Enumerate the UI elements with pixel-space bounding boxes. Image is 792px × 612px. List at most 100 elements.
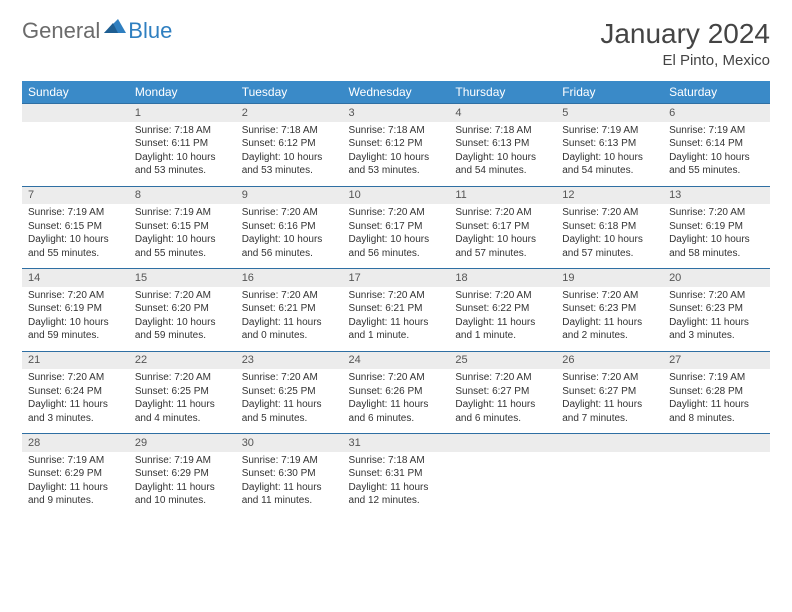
daylight-line: Daylight: 10 hours and 59 minutes. bbox=[28, 316, 123, 343]
day-info-cell: Sunrise: 7:20 AMSunset: 6:25 PMDaylight:… bbox=[236, 369, 343, 434]
sunset-line: Sunset: 6:22 PM bbox=[455, 302, 550, 316]
day-header: Wednesday bbox=[343, 81, 450, 104]
sunrise-line: Sunrise: 7:19 AM bbox=[242, 454, 337, 468]
day-info-cell: Sunrise: 7:19 AMSunset: 6:28 PMDaylight:… bbox=[663, 369, 770, 434]
day-header: Thursday bbox=[449, 81, 556, 104]
sunset-line: Sunset: 6:31 PM bbox=[349, 467, 444, 481]
day-info-cell: Sunrise: 7:19 AMSunset: 6:30 PMDaylight:… bbox=[236, 452, 343, 516]
day-info-cell: Sunrise: 7:19 AMSunset: 6:15 PMDaylight:… bbox=[129, 204, 236, 269]
sunrise-line: Sunrise: 7:20 AM bbox=[349, 371, 444, 385]
calendar-table: SundayMondayTuesdayWednesdayThursdayFrid… bbox=[22, 81, 770, 516]
day-header: Friday bbox=[556, 81, 663, 104]
date-number-cell: 25 bbox=[449, 351, 556, 369]
sunrise-line: Sunrise: 7:18 AM bbox=[349, 454, 444, 468]
date-number-cell: 16 bbox=[236, 269, 343, 287]
daylight-line: Daylight: 10 hours and 56 minutes. bbox=[242, 233, 337, 260]
day-info-cell: Sunrise: 7:20 AMSunset: 6:21 PMDaylight:… bbox=[236, 287, 343, 352]
date-number-cell: 18 bbox=[449, 269, 556, 287]
sunset-line: Sunset: 6:23 PM bbox=[562, 302, 657, 316]
daylight-line: Daylight: 11 hours and 1 minute. bbox=[349, 316, 444, 343]
sunrise-line: Sunrise: 7:19 AM bbox=[562, 124, 657, 138]
day-info-cell: Sunrise: 7:18 AMSunset: 6:12 PMDaylight:… bbox=[236, 122, 343, 187]
sunrise-line: Sunrise: 7:19 AM bbox=[669, 124, 764, 138]
daylight-line: Daylight: 11 hours and 1 minute. bbox=[455, 316, 550, 343]
day-info-cell: Sunrise: 7:20 AMSunset: 6:23 PMDaylight:… bbox=[556, 287, 663, 352]
sunrise-line: Sunrise: 7:20 AM bbox=[349, 206, 444, 220]
logo-text-blue: Blue bbox=[128, 18, 172, 44]
sunset-line: Sunset: 6:19 PM bbox=[28, 302, 123, 316]
sunset-line: Sunset: 6:29 PM bbox=[28, 467, 123, 481]
sunrise-line: Sunrise: 7:20 AM bbox=[455, 371, 550, 385]
day-header: Tuesday bbox=[236, 81, 343, 104]
sunrise-line: Sunrise: 7:20 AM bbox=[242, 206, 337, 220]
sunset-line: Sunset: 6:17 PM bbox=[455, 220, 550, 234]
day-info-cell: Sunrise: 7:18 AMSunset: 6:13 PMDaylight:… bbox=[449, 122, 556, 187]
sunrise-line: Sunrise: 7:20 AM bbox=[562, 206, 657, 220]
sunset-line: Sunset: 6:26 PM bbox=[349, 385, 444, 399]
daylight-line: Daylight: 11 hours and 12 minutes. bbox=[349, 481, 444, 508]
empty-info-cell bbox=[449, 452, 556, 516]
date-number-cell: 10 bbox=[343, 186, 450, 204]
sunrise-line: Sunrise: 7:18 AM bbox=[242, 124, 337, 138]
sunset-line: Sunset: 6:20 PM bbox=[135, 302, 230, 316]
day-info-cell: Sunrise: 7:20 AMSunset: 6:21 PMDaylight:… bbox=[343, 287, 450, 352]
day-info-cell: Sunrise: 7:20 AMSunset: 6:26 PMDaylight:… bbox=[343, 369, 450, 434]
date-number-cell: 7 bbox=[22, 186, 129, 204]
date-number-cell: 3 bbox=[343, 104, 450, 122]
sunset-line: Sunset: 6:27 PM bbox=[455, 385, 550, 399]
sunset-line: Sunset: 6:11 PM bbox=[135, 137, 230, 151]
sunrise-line: Sunrise: 7:19 AM bbox=[28, 454, 123, 468]
day-info-cell: Sunrise: 7:20 AMSunset: 6:19 PMDaylight:… bbox=[22, 287, 129, 352]
date-number-cell: 15 bbox=[129, 269, 236, 287]
daylight-line: Daylight: 11 hours and 0 minutes. bbox=[242, 316, 337, 343]
sunrise-line: Sunrise: 7:19 AM bbox=[135, 454, 230, 468]
sunrise-line: Sunrise: 7:20 AM bbox=[135, 289, 230, 303]
day-info-cell: Sunrise: 7:19 AMSunset: 6:29 PMDaylight:… bbox=[129, 452, 236, 516]
sunrise-line: Sunrise: 7:20 AM bbox=[669, 206, 764, 220]
title-block: January 2024 El Pinto, Mexico bbox=[600, 18, 770, 69]
date-number-cell: 29 bbox=[129, 434, 236, 452]
date-row: 78910111213 bbox=[22, 186, 770, 204]
day-info-cell: Sunrise: 7:19 AMSunset: 6:13 PMDaylight:… bbox=[556, 122, 663, 187]
sunrise-line: Sunrise: 7:20 AM bbox=[28, 371, 123, 385]
date-number-cell: 24 bbox=[343, 351, 450, 369]
info-row: Sunrise: 7:20 AMSunset: 6:24 PMDaylight:… bbox=[22, 369, 770, 434]
date-number-cell: 6 bbox=[663, 104, 770, 122]
day-info-cell: Sunrise: 7:20 AMSunset: 6:24 PMDaylight:… bbox=[22, 369, 129, 434]
day-info-cell: Sunrise: 7:20 AMSunset: 6:18 PMDaylight:… bbox=[556, 204, 663, 269]
date-number-cell: 19 bbox=[556, 269, 663, 287]
daylight-line: Daylight: 10 hours and 55 minutes. bbox=[28, 233, 123, 260]
sunset-line: Sunset: 6:14 PM bbox=[669, 137, 764, 151]
day-info-cell: Sunrise: 7:18 AMSunset: 6:12 PMDaylight:… bbox=[343, 122, 450, 187]
sunset-line: Sunset: 6:16 PM bbox=[242, 220, 337, 234]
day-info-cell: Sunrise: 7:19 AMSunset: 6:15 PMDaylight:… bbox=[22, 204, 129, 269]
date-number-cell: 5 bbox=[556, 104, 663, 122]
day-header: Saturday bbox=[663, 81, 770, 104]
sunrise-line: Sunrise: 7:20 AM bbox=[242, 371, 337, 385]
date-number-cell: 20 bbox=[663, 269, 770, 287]
date-number-cell: 17 bbox=[343, 269, 450, 287]
empty-date-cell bbox=[449, 434, 556, 452]
day-header-row: SundayMondayTuesdayWednesdayThursdayFrid… bbox=[22, 81, 770, 104]
day-info-cell: Sunrise: 7:20 AMSunset: 6:27 PMDaylight:… bbox=[556, 369, 663, 434]
daylight-line: Daylight: 11 hours and 8 minutes. bbox=[669, 398, 764, 425]
sunset-line: Sunset: 6:21 PM bbox=[349, 302, 444, 316]
sunrise-line: Sunrise: 7:20 AM bbox=[562, 371, 657, 385]
info-row: Sunrise: 7:19 AMSunset: 6:29 PMDaylight:… bbox=[22, 452, 770, 516]
logo-triangle-icon bbox=[104, 17, 126, 40]
date-number-cell: 30 bbox=[236, 434, 343, 452]
empty-info-cell bbox=[22, 122, 129, 187]
daylight-line: Daylight: 11 hours and 3 minutes. bbox=[669, 316, 764, 343]
sunset-line: Sunset: 6:15 PM bbox=[135, 220, 230, 234]
empty-date-cell bbox=[22, 104, 129, 122]
daylight-line: Daylight: 10 hours and 58 minutes. bbox=[669, 233, 764, 260]
date-number-cell: 1 bbox=[129, 104, 236, 122]
sunrise-line: Sunrise: 7:20 AM bbox=[455, 206, 550, 220]
logo: General Blue bbox=[22, 18, 172, 44]
date-number-cell: 14 bbox=[22, 269, 129, 287]
sunset-line: Sunset: 6:12 PM bbox=[242, 137, 337, 151]
sunset-line: Sunset: 6:24 PM bbox=[28, 385, 123, 399]
date-number-cell: 2 bbox=[236, 104, 343, 122]
sunrise-line: Sunrise: 7:20 AM bbox=[242, 289, 337, 303]
sunset-line: Sunset: 6:25 PM bbox=[135, 385, 230, 399]
